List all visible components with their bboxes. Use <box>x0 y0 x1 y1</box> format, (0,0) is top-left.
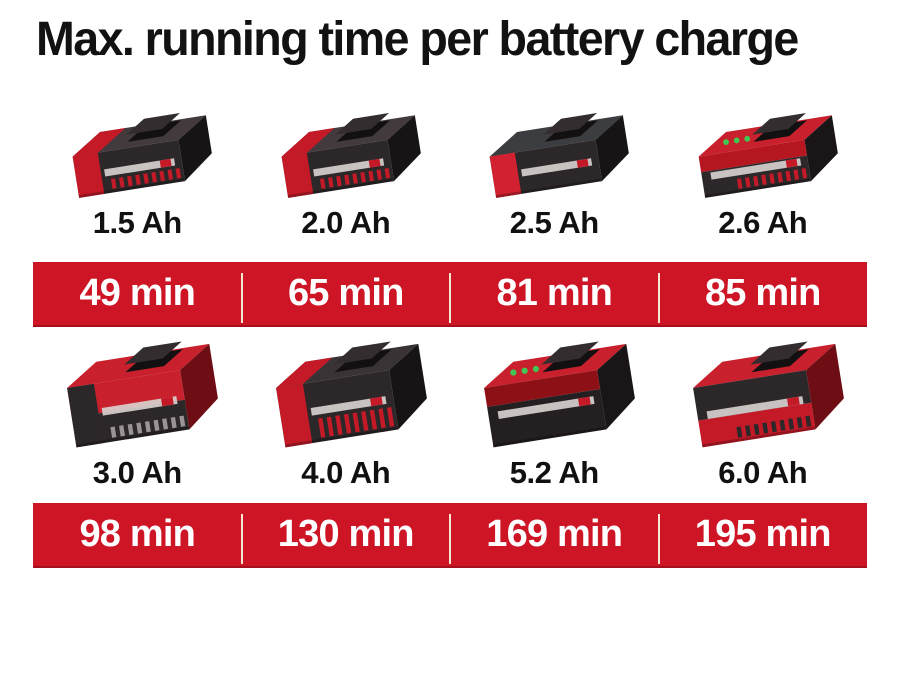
battery-row-2: 3.0 Ah 4.0 Ah 5.2 Ah 6.0 Ah <box>33 336 867 490</box>
runtime-cell: 81 min <box>449 262 659 327</box>
capacity-label: 6.0 Ah <box>718 455 808 491</box>
runtime-value: 81 min <box>496 272 613 314</box>
runtime-value: 169 min <box>486 513 623 555</box>
battery-cell: 3.0 Ah <box>33 336 242 490</box>
battery-2-6ah-icon <box>698 113 838 198</box>
battery-3-0ah-icon <box>67 341 219 448</box>
capacity-label: 2.5 Ah <box>509 205 599 241</box>
runtime-cell: 65 min <box>240 262 451 327</box>
runtime-cell: 169 min <box>449 503 659 568</box>
battery-2-0ah-icon <box>281 113 421 198</box>
capacity-label: 3.0 Ah <box>92 455 182 491</box>
battery-row-1: 1.5 Ah 2.0 Ah 2.5 Ah 2.6 Ah <box>33 108 867 240</box>
battery-cell: 1.5 Ah <box>33 108 242 240</box>
battery-cell: 4.0 Ah <box>242 336 451 490</box>
battery-cell: 2.5 Ah <box>450 108 659 240</box>
battery-cell: 2.0 Ah <box>242 108 451 240</box>
runtime-value: 65 min <box>287 272 404 314</box>
battery-2-5ah-icon <box>489 113 630 198</box>
runtime-banner-1: 49 min 65 min 81 min 85 min <box>33 262 867 327</box>
battery-cell: 6.0 Ah <box>659 336 868 490</box>
page-title: Max. running time per battery charge <box>36 13 799 66</box>
runtime-banner-2: 98 min 130 min 169 min 195 min <box>33 503 867 568</box>
battery-4-0ah-icon <box>275 341 427 448</box>
runtime-value: 49 min <box>79 272 196 314</box>
battery-1-5ah-icon <box>72 113 213 198</box>
runtime-cell: 130 min <box>240 503 451 568</box>
battery-6-0ah-icon <box>692 341 844 448</box>
runtime-cell: 49 min <box>33 262 242 327</box>
battery-cell: 5.2 Ah <box>450 336 659 490</box>
capacity-label: 4.0 Ah <box>301 455 391 491</box>
battery-cell: 2.6 Ah <box>659 108 868 240</box>
capacity-label: 2.6 Ah <box>718 205 808 241</box>
runtime-value: 195 min <box>694 513 832 555</box>
runtime-value: 130 min <box>277 513 415 555</box>
runtime-value: 98 min <box>79 513 196 555</box>
runtime-cell: 98 min <box>33 503 242 568</box>
capacity-label: 5.2 Ah <box>509 455 599 491</box>
runtime-value: 85 min <box>704 272 821 314</box>
capacity-label: 1.5 Ah <box>92 205 182 241</box>
runtime-cell: 195 min <box>657 503 868 568</box>
battery-5-2ah-icon <box>484 341 636 448</box>
capacity-label: 2.0 Ah <box>301 205 391 241</box>
runtime-cell: 85 min <box>657 262 868 327</box>
